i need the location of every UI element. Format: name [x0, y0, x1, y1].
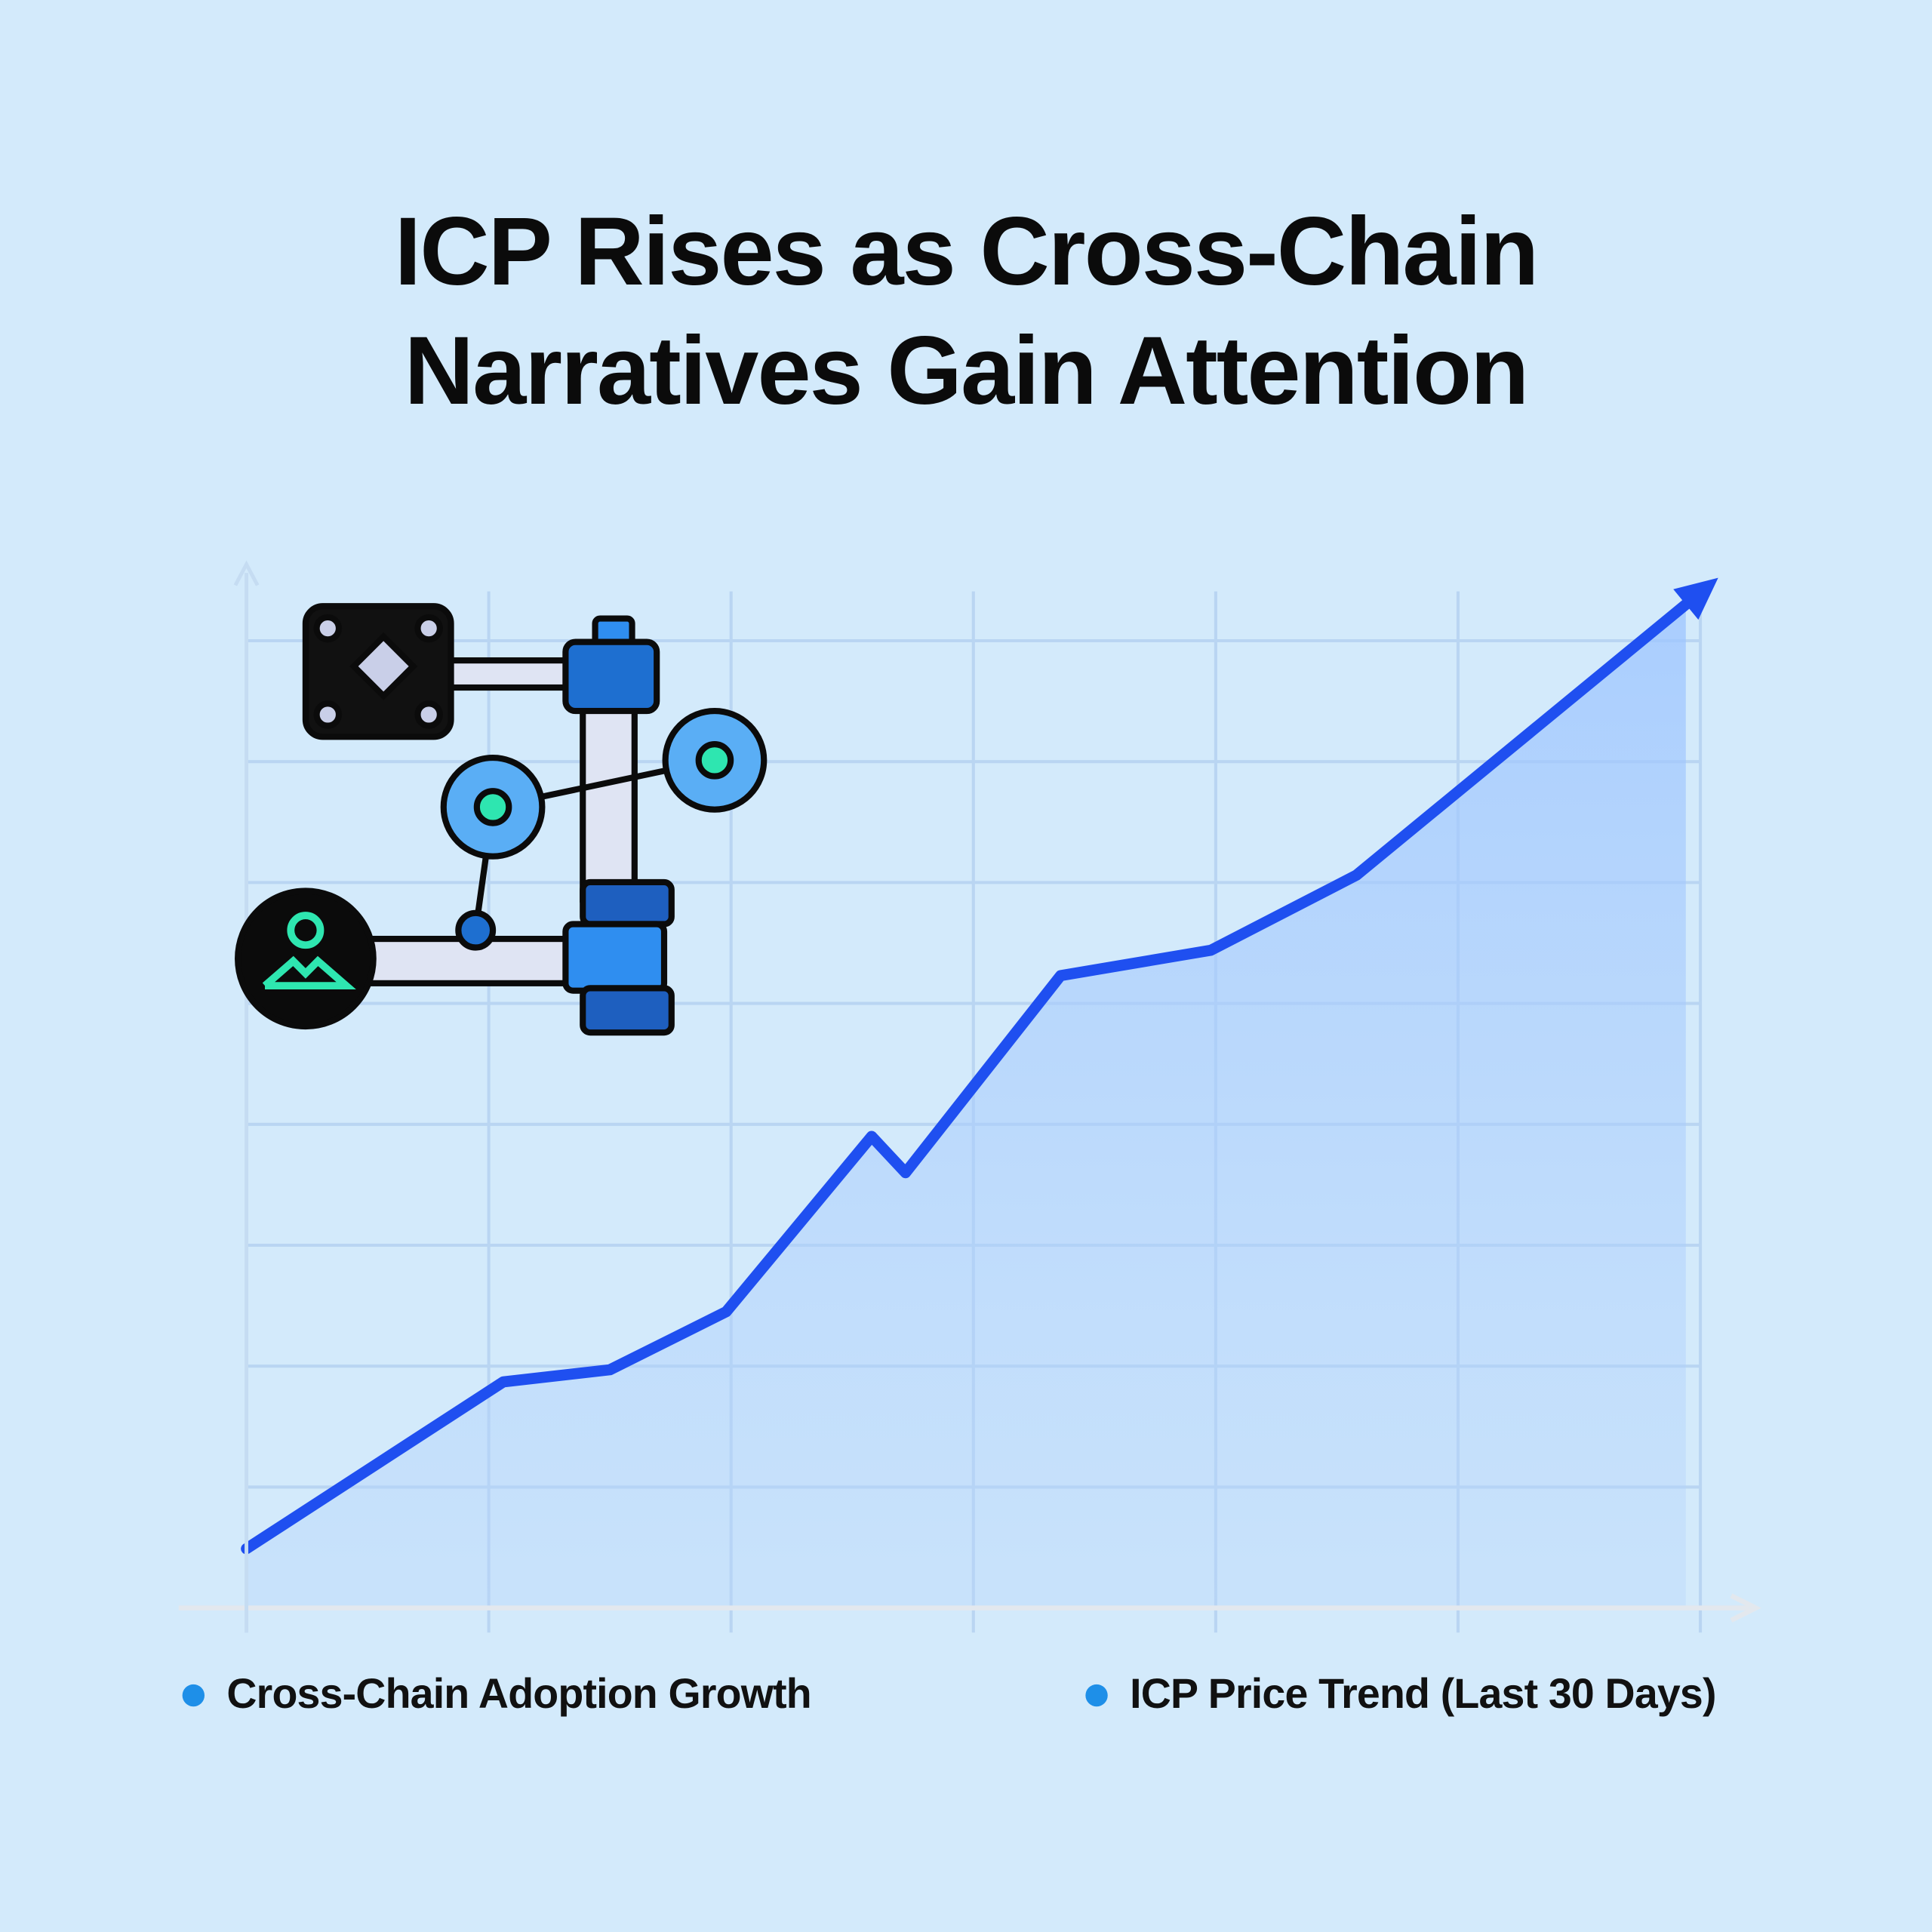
legend: Cross-Chain Adoption Growth ICP Price Tre…	[182, 1670, 1716, 1717]
line-arrowhead	[1673, 577, 1718, 620]
x-axis-arrow	[1730, 1593, 1761, 1623]
y-axis-arrow	[233, 560, 260, 586]
line-series	[241, 598, 1692, 1555]
area-fill	[246, 604, 1686, 1608]
plot	[241, 577, 1718, 1608]
chart-title: ICP Rises as Cross-Chain Narratives Gain…	[394, 198, 1540, 425]
legend-marker	[182, 1684, 205, 1707]
cross-chain-icon	[235, 603, 768, 1036]
legend-label: Cross-Chain Adoption Growth	[226, 1670, 811, 1717]
legend-marker	[1085, 1684, 1108, 1707]
legend-label: ICP Price Trend (Last 30 Days)	[1130, 1670, 1716, 1717]
